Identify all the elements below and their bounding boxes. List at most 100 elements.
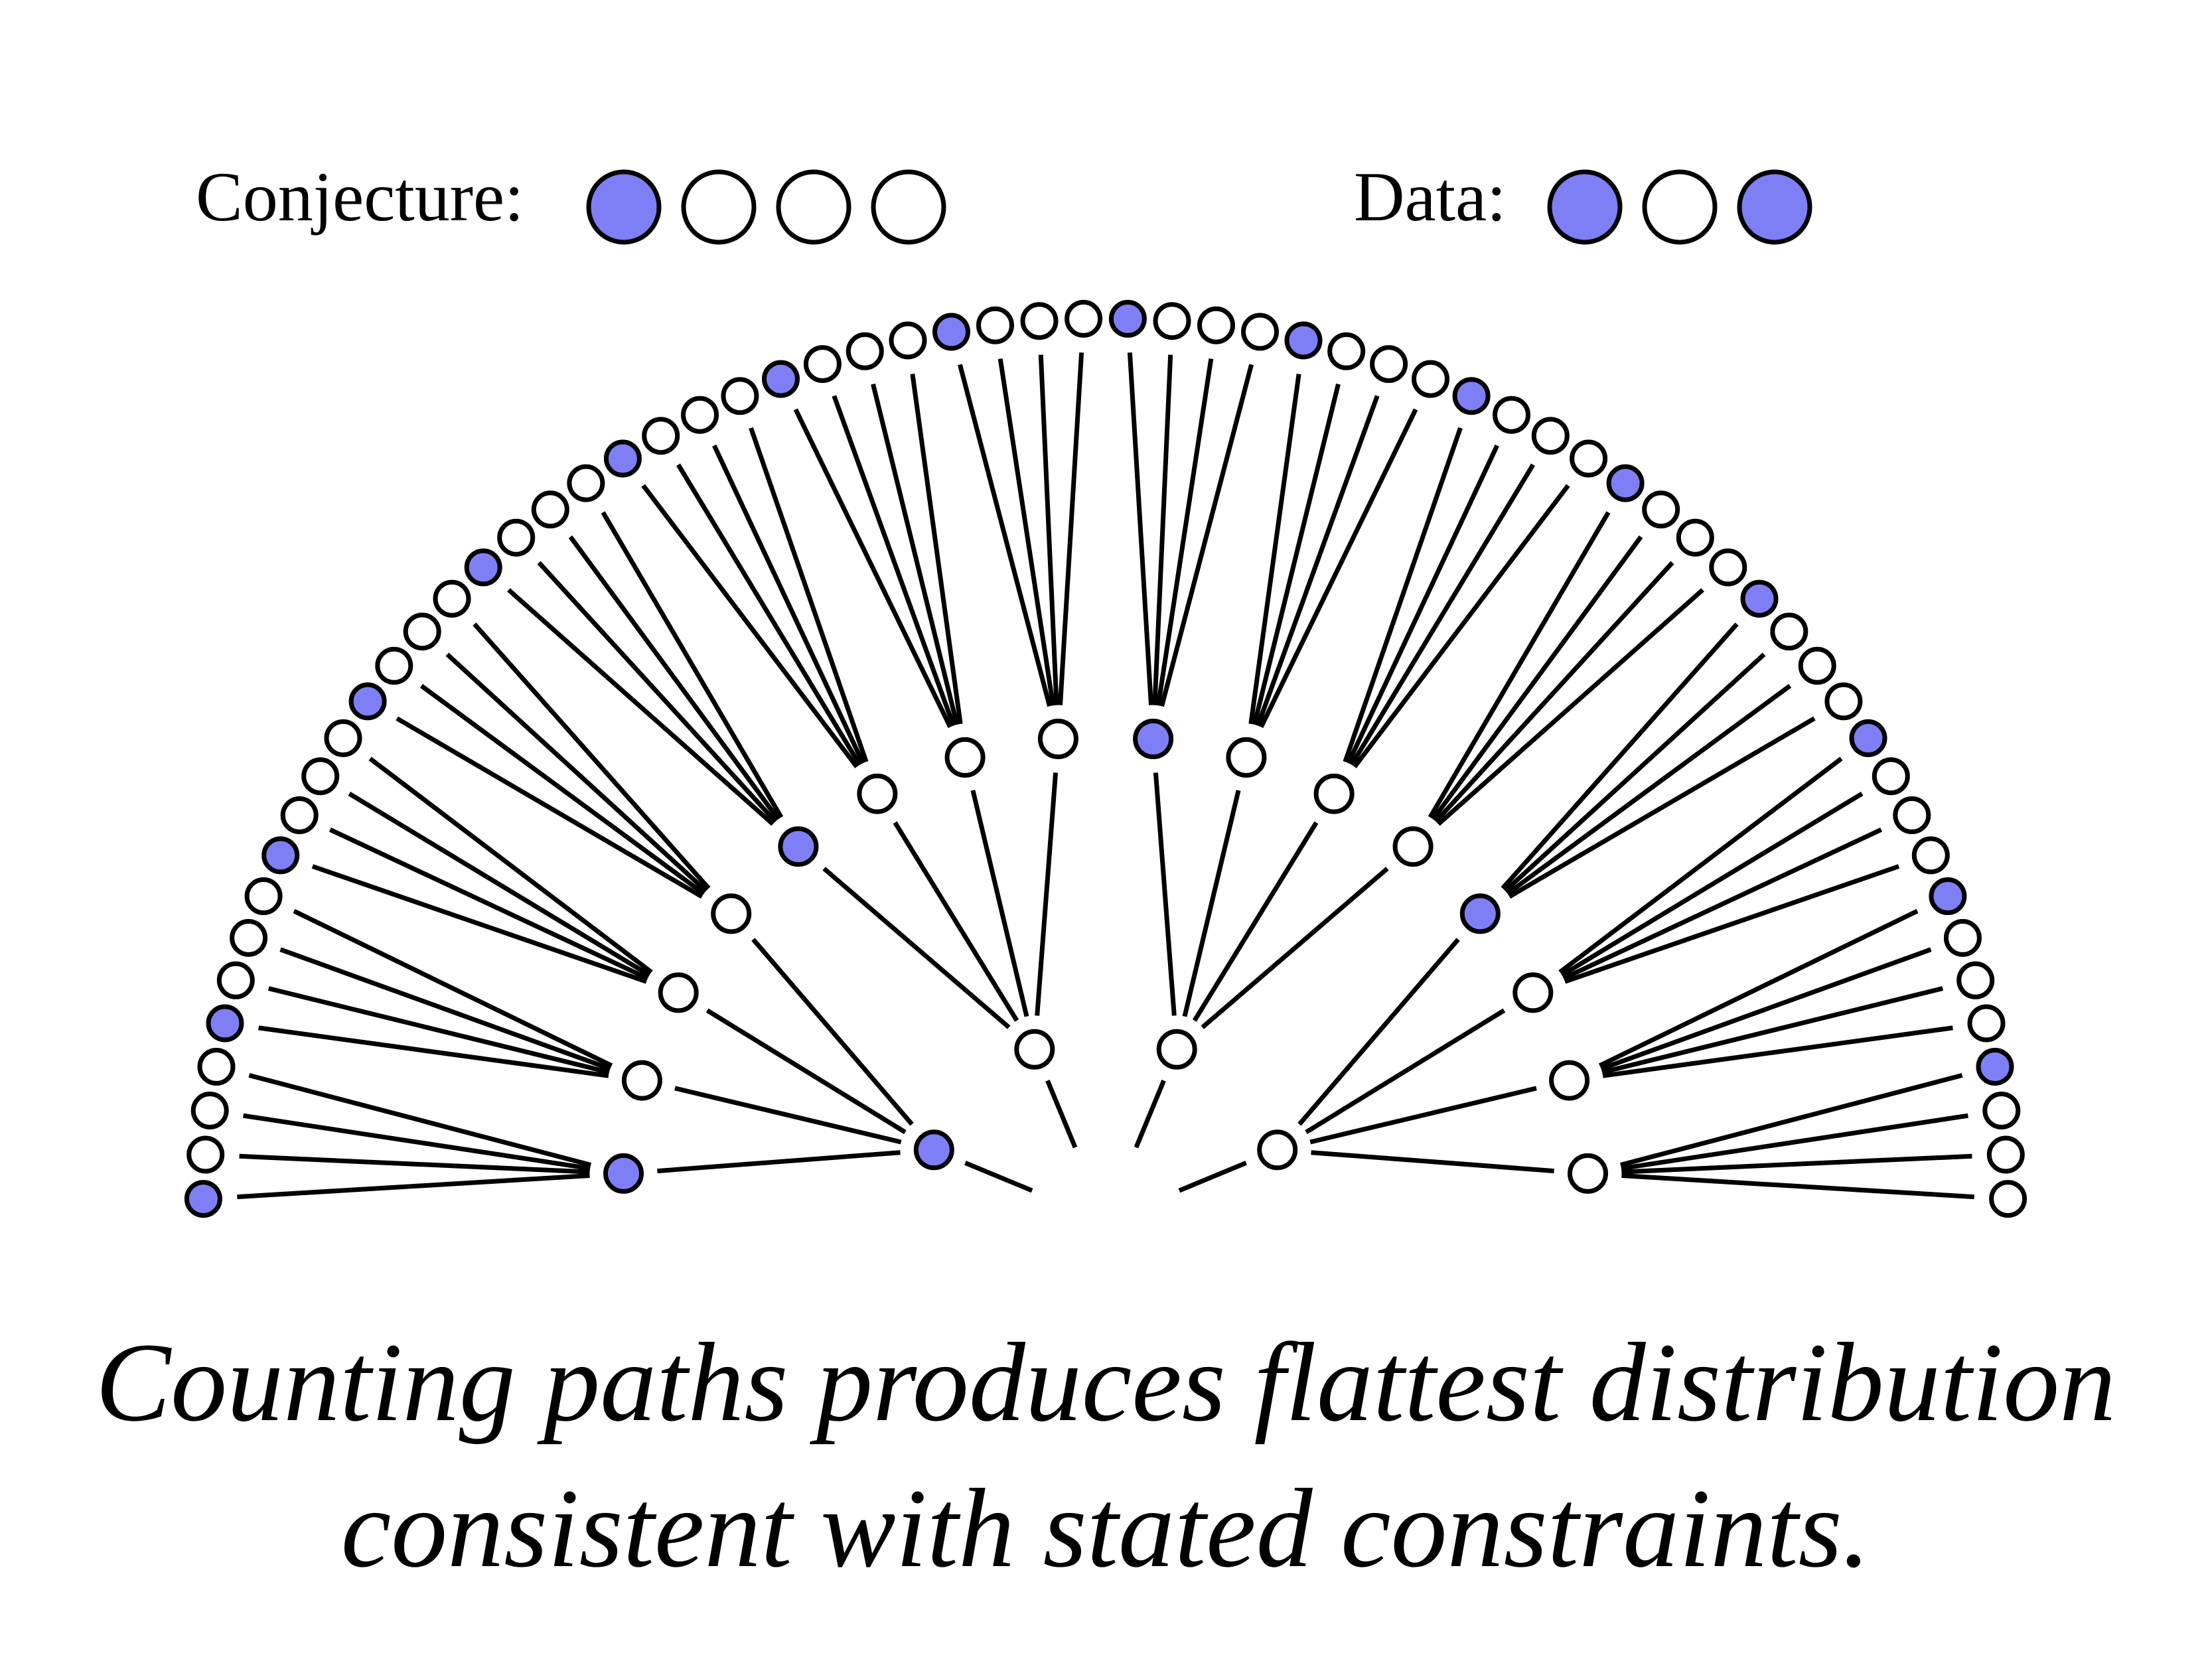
conjecture-label: Conjecture: <box>196 158 524 236</box>
path-edge <box>1562 828 1883 981</box>
marble-level-3 <box>244 877 283 915</box>
path-edge <box>970 790 1029 1017</box>
marble-level-3 <box>1967 1004 2006 1043</box>
marble-level-3 <box>803 345 842 384</box>
path-edge <box>1152 354 1173 705</box>
path-edge <box>871 383 960 725</box>
legend: Conjecture: Data: <box>196 158 1812 245</box>
path-edge <box>1558 757 1843 974</box>
marble-level-2 <box>944 737 986 778</box>
marble-level-3 <box>1570 439 1608 478</box>
path-edge <box>1564 864 1900 984</box>
conjecture-marble-white <box>871 169 946 245</box>
marble-level-2 <box>621 1060 662 1101</box>
path-edge <box>997 358 1056 706</box>
marble-level-2 <box>658 972 699 1013</box>
path-edge <box>1428 511 1611 819</box>
path-edge <box>1201 867 1389 1029</box>
marble-level-3 <box>280 796 319 834</box>
marble-level-3 <box>1606 464 1645 502</box>
marble-level-3 <box>1824 682 1863 721</box>
marble-level-3 <box>1676 518 1714 557</box>
path-edge <box>676 463 862 766</box>
marble-level-3 <box>1065 299 1103 338</box>
marble-level-3 <box>1642 490 1680 529</box>
marble-level-3 <box>1976 1048 2014 1086</box>
marble-level-3 <box>889 321 927 360</box>
marble-level-2 <box>603 1153 644 1194</box>
marble-level-2 <box>1226 737 1267 778</box>
path-edge <box>1127 352 1153 705</box>
path-edge <box>1508 716 1816 899</box>
marble-level-3 <box>1893 796 1931 834</box>
marble-level-3 <box>642 417 680 455</box>
caption-line-1: Counting paths produces flattest distrib… <box>96 1320 2116 1445</box>
tree-nodes <box>184 299 2028 1218</box>
marble-level-2 <box>711 893 752 934</box>
data-marbles <box>1547 169 1812 245</box>
path-edge <box>1248 374 1301 725</box>
marble-level-3 <box>1108 299 1147 338</box>
marble-level-3 <box>1327 332 1366 370</box>
marble-level-3 <box>433 579 471 618</box>
path-edge <box>239 1153 590 1175</box>
path-edge <box>311 864 648 984</box>
marble-level-2 <box>778 826 819 867</box>
path-edge <box>568 535 780 821</box>
path-edge <box>712 444 865 764</box>
path-edge <box>1035 772 1059 1016</box>
marble-level-2 <box>1549 1060 1590 1101</box>
marble-level-3 <box>261 836 300 875</box>
path-edge <box>1602 1025 1953 1078</box>
marble-level-3 <box>206 1004 244 1043</box>
caption: Counting paths produces flattest distrib… <box>96 1320 2116 1591</box>
marble-level-3 <box>375 646 413 685</box>
marble-level-3 <box>567 464 605 502</box>
marble-level-3 <box>197 1048 236 1086</box>
marble-level-3 <box>1241 313 1279 351</box>
path-edge <box>1621 1153 1972 1175</box>
path-edge <box>267 986 610 1075</box>
marble-level-3 <box>721 377 759 415</box>
path-edge <box>258 1025 609 1078</box>
marble-level-3 <box>846 332 884 370</box>
marble-level-3 <box>348 682 387 721</box>
path-edge <box>1621 1113 1968 1171</box>
marble-level-3 <box>1020 302 1059 340</box>
marble-level-3 <box>1412 360 1449 398</box>
marble-level-3 <box>216 961 255 999</box>
marble-level-3 <box>932 313 970 351</box>
marble-level-3 <box>301 757 340 796</box>
marble-level-3 <box>1982 1092 2021 1129</box>
marble-level-1 <box>913 1129 954 1171</box>
path-edge <box>1346 444 1499 764</box>
path-edge <box>419 684 705 896</box>
path-edge <box>893 821 1019 1022</box>
marble-level-3 <box>184 1180 222 1218</box>
path-edge <box>1305 1008 1506 1135</box>
marble-level-3 <box>1153 302 1191 340</box>
marble-level-2 <box>1133 719 1174 759</box>
marble-level-1 <box>1156 1029 1197 1070</box>
path-edge <box>1311 1150 1554 1174</box>
path-edge <box>1155 358 1214 706</box>
marble-level-3 <box>190 1092 229 1129</box>
conjecture-marble-white <box>681 169 757 245</box>
marble-level-3 <box>1911 836 1950 875</box>
path-edge <box>1256 395 1380 727</box>
path-edge <box>964 1161 1033 1193</box>
path-edge <box>279 947 611 1071</box>
marble-level-3 <box>1956 961 1995 999</box>
marble-level-2 <box>1512 972 1554 1013</box>
path-edge <box>1506 684 1792 896</box>
marble-level-3 <box>1872 757 1910 796</box>
path-edge <box>1309 1086 1537 1145</box>
marble-level-3 <box>681 396 719 434</box>
marble-level-1 <box>1257 1129 1298 1171</box>
marble-level-3 <box>324 719 362 757</box>
marble-level-3 <box>464 548 502 587</box>
path-tree <box>184 299 2028 1218</box>
path-edge <box>958 364 1052 707</box>
path-edge <box>1600 947 1932 1071</box>
